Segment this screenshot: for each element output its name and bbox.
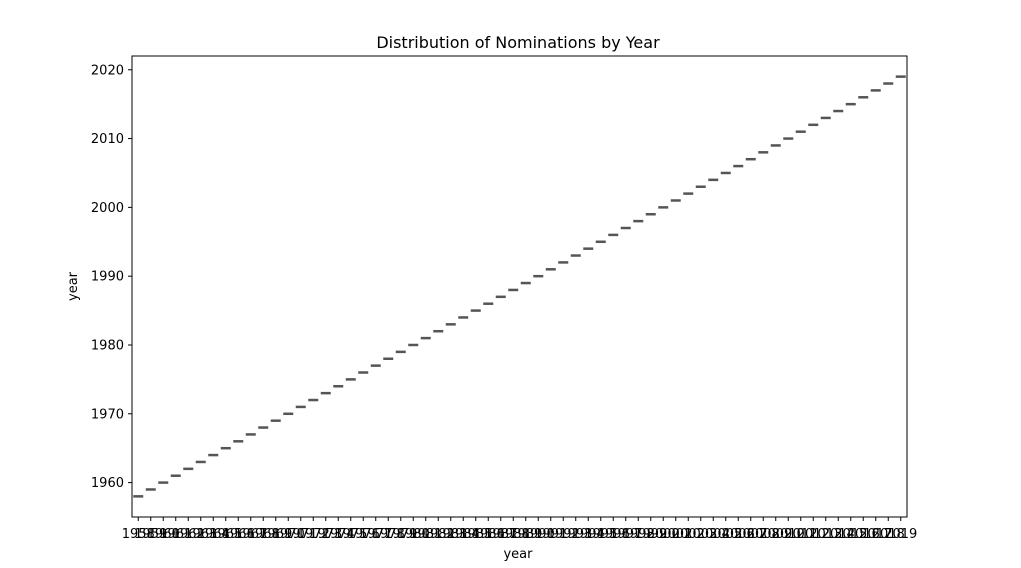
y-tick-label: 2020 <box>91 63 124 78</box>
box-marks <box>133 75 906 498</box>
x-tick-label: 2019 <box>884 527 917 542</box>
y-axis-ticks: 1960 1970 1980 1990 2000 2010 2020 <box>91 63 132 491</box>
x-tick-label: 2013 <box>809 527 842 542</box>
x-tick-label: 1980 <box>397 527 430 542</box>
x-tick-label: 1972 <box>297 527 330 542</box>
x-tick-label: 2001 <box>659 527 692 542</box>
x-tick-label: 1995 <box>584 527 617 542</box>
x-tick-label: 1992 <box>547 527 580 542</box>
x-tick-label: 1987 <box>484 527 517 542</box>
x-tick-label: 1997 <box>609 527 642 542</box>
x-tick-label: 2018 <box>872 527 905 542</box>
y-tick-label: 1990 <box>91 270 124 285</box>
x-tick-label: 1963 <box>184 527 217 542</box>
x-tick-label: 1958 <box>122 527 155 542</box>
x-tick-label: 1993 <box>559 527 592 542</box>
x-tick-label: 1961 <box>159 527 192 542</box>
x-tick-label: 1986 <box>472 527 505 542</box>
x-tick-label: 1960 <box>147 527 180 542</box>
chart-title: Distribution of Nominations by Year <box>376 33 660 52</box>
x-tick-label: 1999 <box>634 527 667 542</box>
x-tick-label: 2008 <box>747 527 780 542</box>
x-tick-label: 2012 <box>797 527 830 542</box>
x-tick-label: 2015 <box>834 527 867 542</box>
x-tick-label: 1982 <box>422 527 455 542</box>
x-tick-label: 1974 <box>322 527 355 542</box>
x-tick-label: 1996 <box>597 527 630 542</box>
x-tick-label: 1975 <box>334 527 367 542</box>
x-tick-label: 1991 <box>534 527 567 542</box>
x-tick-label: 2009 <box>759 527 792 542</box>
x-tick-label: 2010 <box>772 527 805 542</box>
x-tick-label: 2000 <box>647 527 680 542</box>
plot-frame <box>131 55 908 518</box>
x-tick-label: 1979 <box>384 527 417 542</box>
x-tick-label: 2004 <box>697 527 730 542</box>
y-tick-label: 1970 <box>91 407 124 422</box>
x-tick-label: 1966 <box>222 527 255 542</box>
x-tick-label: 2002 <box>672 527 705 542</box>
x-axis-ticks: 1958195919601961196219631964196519661967… <box>122 517 917 542</box>
y-tick-label: 1960 <box>91 476 124 491</box>
x-tick-label: 1983 <box>434 527 467 542</box>
x-tick-label: 1959 <box>134 527 167 542</box>
x-tick-label: 1976 <box>347 527 380 542</box>
x-tick-label: 1969 <box>259 527 292 542</box>
x-axis-label: year <box>503 547 533 562</box>
x-tick-label: 2007 <box>734 527 767 542</box>
x-tick-label: 2017 <box>859 527 892 542</box>
x-tick-label: 1968 <box>247 527 280 542</box>
x-tick-label: 1994 <box>572 527 605 542</box>
x-tick-label: 1967 <box>234 527 267 542</box>
x-tick-label: 1978 <box>372 527 405 542</box>
y-tick-label: 2000 <box>91 201 124 216</box>
x-tick-label: 1981 <box>409 527 442 542</box>
y-axis-label: year <box>66 271 81 301</box>
x-tick-label: 2006 <box>722 527 755 542</box>
y-tick-label: 2010 <box>91 132 124 147</box>
x-tick-label: 2005 <box>709 527 742 542</box>
x-tick-label: 2016 <box>847 527 880 542</box>
x-tick-label: 1970 <box>272 527 305 542</box>
x-tick-label: 1964 <box>197 527 230 542</box>
x-tick-label: 2014 <box>822 527 855 542</box>
x-tick-label: 2003 <box>684 527 717 542</box>
y-tick-label: 1980 <box>91 338 124 353</box>
x-tick-label: 1988 <box>497 527 530 542</box>
x-tick-label: 1984 <box>447 527 480 542</box>
x-tick-label: 1990 <box>522 527 555 542</box>
x-tick-label: 1971 <box>284 527 317 542</box>
x-tick-label: 1985 <box>459 527 492 542</box>
x-tick-label: 1977 <box>359 527 392 542</box>
x-tick-label: 2011 <box>784 527 817 542</box>
x-tick-label: 1965 <box>209 527 242 542</box>
x-tick-label: 1998 <box>622 527 655 542</box>
x-tick-label: 1973 <box>309 527 342 542</box>
x-tick-label: 1962 <box>172 527 205 542</box>
x-tick-label: 1989 <box>509 527 542 542</box>
